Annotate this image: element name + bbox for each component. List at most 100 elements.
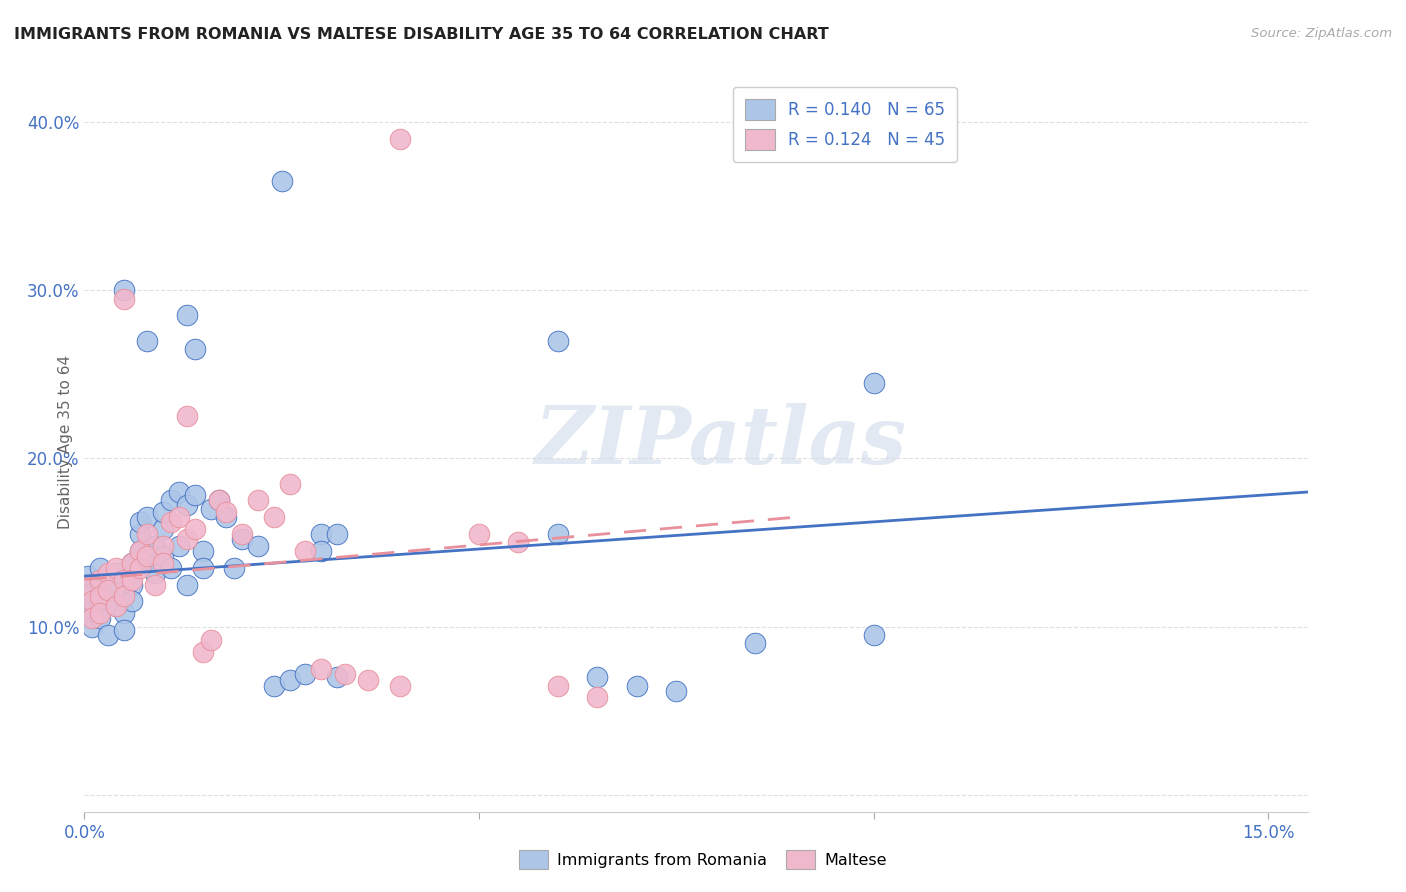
Point [89,611,111,625]
Point [145,539,167,553]
Point [744,636,766,650]
Legend: Immigrants from Romania, Maltese: Immigrants from Romania, Maltese [512,844,894,875]
Point [82,594,104,608]
Point [586,670,609,684]
Point [326,527,349,541]
Point [224,560,246,574]
Point [167,485,190,500]
Point [309,662,332,676]
Text: Source: ZipAtlas.com: Source: ZipAtlas.com [1251,27,1392,40]
Point [112,623,135,637]
Point [104,599,127,614]
Point [389,131,412,145]
Point [167,510,190,524]
Point [136,549,159,563]
Point [508,535,530,549]
Point [128,544,150,558]
Point [231,532,253,546]
Point [160,560,183,574]
Point [104,599,127,614]
Point [200,501,222,516]
Point [294,666,316,681]
Point [270,174,292,188]
Point [160,493,183,508]
Point [152,505,174,519]
Point [547,527,569,541]
Point [82,603,104,617]
Point [89,573,111,587]
Point [547,679,569,693]
Text: IMMIGRANTS FROM ROMANIA VS MALTESE DISABILITY AGE 35 TO 64 CORRELATION CHART: IMMIGRANTS FROM ROMANIA VS MALTESE DISAB… [14,27,828,42]
Text: ZIPatlas: ZIPatlas [534,403,907,480]
Point [278,673,301,688]
Point [468,527,491,541]
Point [89,606,111,620]
Point [184,488,207,502]
Point [136,334,159,348]
Point [77,569,100,583]
Point [128,544,150,558]
Point [547,334,569,348]
Point [215,505,238,519]
Point [112,590,135,604]
Point [89,577,111,591]
Point [97,566,120,580]
Point [97,582,120,597]
Point [112,283,135,297]
Point [152,539,174,553]
Point [626,679,648,693]
Point [191,544,214,558]
Point [215,510,238,524]
Point [389,679,412,693]
Point [128,516,150,530]
Point [136,552,159,566]
Point [176,532,198,546]
Point [357,673,380,688]
Point [128,527,150,541]
Point [665,683,688,698]
Y-axis label: Disability Age 35 to 64: Disability Age 35 to 64 [58,354,73,529]
Point [104,560,127,574]
Point [862,376,884,390]
Point [176,499,198,513]
Point [121,556,143,570]
Point [326,670,349,684]
Point [246,539,269,553]
Point [97,590,120,604]
Point [191,645,214,659]
Point [278,476,301,491]
Point [112,606,135,620]
Point [263,679,285,693]
Point [104,566,127,580]
Point [184,522,207,536]
Point [77,577,100,591]
Point [89,594,111,608]
Point [136,527,159,541]
Point [862,628,884,642]
Point [82,611,104,625]
Point [152,549,174,563]
Point [112,292,135,306]
Point [309,527,332,541]
Point [191,560,214,574]
Point [82,586,104,600]
Point [112,573,135,587]
Point [112,590,135,604]
Point [231,527,253,541]
Point [184,342,207,356]
Point [207,493,229,508]
Point [586,690,609,705]
Point [309,544,332,558]
Legend: R = 0.140   N = 65, R = 0.124   N = 45: R = 0.140 N = 65, R = 0.124 N = 45 [733,87,956,161]
Point [121,573,143,587]
Point [89,590,111,604]
Point [145,566,167,580]
Point [104,582,127,597]
Point [97,573,120,587]
Point [333,666,356,681]
Point [152,556,174,570]
Point [152,522,174,536]
Point [176,309,198,323]
Point [200,633,222,648]
Point [128,560,150,574]
